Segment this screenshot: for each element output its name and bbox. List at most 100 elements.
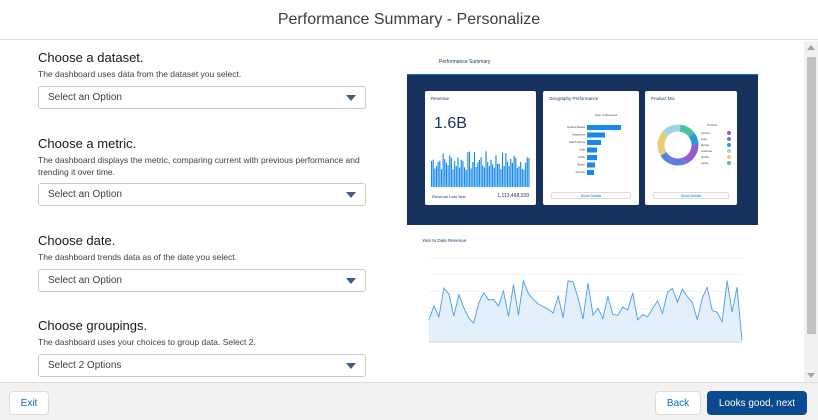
sparkline-bar <box>528 157 530 187</box>
geo-bar <box>587 170 594 175</box>
product-mix-donut <box>657 124 699 166</box>
metric-select[interactable]: Select an Option <box>38 183 366 206</box>
groupings-heading: Choose groupings. <box>38 318 148 333</box>
revenue-card-title: Revenue <box>431 96 450 101</box>
legend-item: ipad <box>701 136 731 142</box>
page-title: Performance Summary - Personalize <box>277 10 541 28</box>
dataset-select-value: Select an Option <box>48 92 122 103</box>
scroll-up-icon[interactable] <box>807 45 815 50</box>
preview-divider <box>407 74 758 75</box>
ytd-line-chart <box>428 257 743 343</box>
legend-item: books <box>701 154 731 160</box>
geography-axis-label: Sum of Revenue <box>595 113 618 117</box>
chevron-down-icon <box>346 95 356 101</box>
geo-bar <box>587 140 601 145</box>
dataset-section: Choose a dataset. The dashboard uses dat… <box>38 50 366 80</box>
sparkline-bar <box>510 158 512 187</box>
sparkline-bar <box>440 169 443 187</box>
chevron-down-icon <box>346 278 356 284</box>
geo-bar-label: United States <box>567 125 586 129</box>
sparkline-bar <box>442 153 444 187</box>
sparkline-bar <box>437 162 439 187</box>
sparkline-bar <box>432 159 434 187</box>
geo-bar <box>587 125 621 130</box>
groupings-description: The dashboard uses your choices to group… <box>38 337 256 347</box>
sparkline-bar <box>516 168 518 187</box>
sparkline-bar <box>483 167 485 187</box>
chevron-down-icon <box>346 363 356 369</box>
groupings-select-value: Select 2 Options <box>48 360 122 371</box>
exit-button[interactable]: Exit <box>9 391 49 415</box>
vertical-scrollbar[interactable] <box>804 41 818 382</box>
sparkline-bar <box>445 162 447 187</box>
revenue-last-year-value: 1,113,468,039 <box>497 193 529 199</box>
sparkline-bar <box>457 157 459 187</box>
dataset-select[interactable]: Select an Option <box>38 86 366 109</box>
scroll-down-icon[interactable] <box>807 373 815 378</box>
sparkline-bar <box>477 162 479 187</box>
revenue-card: Revenue 1.6B Revenue Last Year 1,113,468… <box>425 91 536 205</box>
sparkline-bar <box>467 152 469 187</box>
legend-item: watches <box>701 148 731 154</box>
geo-bar <box>587 162 595 168</box>
product-legend: iphone ipad laptop watches books socks <box>701 130 731 166</box>
dataset-heading: Choose a dataset. <box>38 50 144 65</box>
date-select-value: Select an Option <box>48 275 122 286</box>
sparkline-bar <box>468 151 471 187</box>
geo-bar <box>587 147 597 153</box>
geography-show-details-button[interactable]: Show Details <box>551 192 631 199</box>
sparkline-bar <box>488 166 490 187</box>
sparkline-bar <box>462 161 464 187</box>
sparkline-bar <box>447 165 449 187</box>
sparkline-bar <box>511 162 513 187</box>
sparkline-bar <box>478 159 480 187</box>
geography-bar-chart: United States Argentina South Africa Italy C… <box>567 125 621 175</box>
back-button[interactable]: Back <box>655 391 701 415</box>
sparkline-bar <box>450 157 452 187</box>
sparkline-bar <box>452 169 454 187</box>
sparkline-bar <box>439 160 441 187</box>
footer-bar: Exit Back Looks good, next <box>0 382 818 420</box>
product-legend-title: Product <box>707 123 718 127</box>
sparkline-bar <box>493 167 495 187</box>
sparkline-bar <box>459 167 461 187</box>
sparkline-bar <box>487 161 489 187</box>
sparkline-bar <box>523 169 525 187</box>
sparkline-bar <box>508 166 510 187</box>
sparkline-bar <box>526 157 528 187</box>
revenue-last-year-label: Revenue Last Year <box>432 194 466 199</box>
dataset-description: The dashboard uses data from the dataset… <box>38 69 242 79</box>
geo-bar-label: Chile <box>578 155 585 159</box>
preview-title: Performance Summary <box>439 59 491 65</box>
sparkline-bar <box>520 161 522 187</box>
date-select[interactable]: Select an Option <box>38 269 366 292</box>
groupings-select[interactable]: Select 2 Options <box>38 354 366 377</box>
ytd-area <box>429 280 742 342</box>
sparkline-bar <box>492 164 494 187</box>
date-section: Choose date. The dashboard trends data a… <box>38 233 366 263</box>
geo-bar <box>587 155 597 160</box>
product-show-details-button[interactable]: Show Details <box>653 192 729 199</box>
date-description: The dashboard trends data as of the date… <box>38 252 237 262</box>
sparkline-bar <box>455 166 457 187</box>
metric-heading: Choose a metric. <box>38 136 137 151</box>
chevron-down-icon <box>346 192 356 198</box>
geo-bar-label: South Africa <box>569 140 586 144</box>
sparkline-bar <box>454 160 456 187</box>
sparkline-bar <box>485 151 487 187</box>
next-button[interactable]: Looks good, next <box>707 391 807 415</box>
groupings-section: Choose groupings. The dashboard uses you… <box>38 318 366 348</box>
scrollbar-thumb[interactable] <box>807 57 816 334</box>
sparkline-bar <box>495 155 497 187</box>
sparkline-bar <box>434 168 436 187</box>
sparkline-bar <box>505 153 507 187</box>
sparkline-bar <box>515 157 517 187</box>
sparkline-bar <box>482 165 484 187</box>
geo-bar <box>587 132 605 138</box>
sparkline-bar <box>444 159 446 187</box>
sparkline-bar <box>503 166 505 187</box>
legend-item: laptop <box>701 142 731 148</box>
sparkline-bar <box>513 155 515 187</box>
sparkline-bar <box>506 161 509 187</box>
sparkline-bar <box>500 169 502 187</box>
